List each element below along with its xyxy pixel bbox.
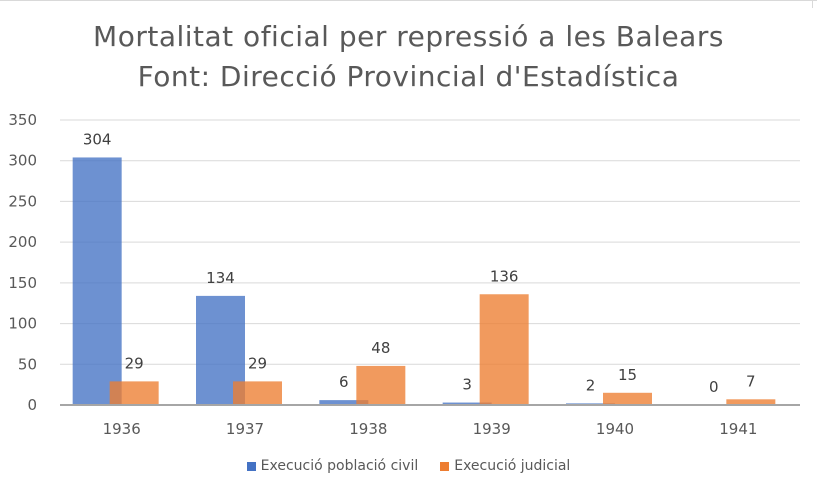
legend-swatch-judicial <box>440 461 450 471</box>
x-tick-label: 1936 <box>103 420 141 438</box>
data-label-judicial: 136 <box>490 267 519 285</box>
y-tick-label: 350 <box>8 111 37 129</box>
legend-item-civil: Execució població civil <box>246 458 419 474</box>
data-label-judicial: 15 <box>618 366 637 384</box>
legend-label-judicial: Execució judicial <box>454 458 571 474</box>
chart-legend: Execució població civil Execució judicia… <box>0 458 817 474</box>
x-tick-label: 1940 <box>596 420 634 438</box>
bar-civil-1939 <box>442 402 492 405</box>
y-tick-label: 200 <box>8 233 37 251</box>
x-tick-label: 1937 <box>226 420 264 438</box>
bar-civil-1936 <box>72 157 122 405</box>
data-label-civil: 0 <box>709 378 719 396</box>
data-label-civil: 3 <box>462 376 472 394</box>
chart-title: Mortalitat oficial per repressió a les B… <box>93 20 724 53</box>
x-tick-label: 1938 <box>349 420 387 438</box>
data-label-judicial: 7 <box>746 372 756 390</box>
y-tick-label: 0 <box>27 396 37 414</box>
x-tick-label: 1941 <box>719 420 757 438</box>
legend-item-judicial: Execució judicial <box>440 458 570 474</box>
chart-subtitle: Font: Direcció Provincial d'Estadística <box>137 60 680 93</box>
legend-swatch-civil <box>246 461 256 471</box>
y-tick-label: 100 <box>8 315 37 333</box>
y-tick-label: 250 <box>8 192 37 210</box>
bar-judicial-1941 <box>726 399 776 405</box>
legend-label-civil: Execució població civil <box>260 458 419 474</box>
data-label-judicial: 48 <box>371 339 390 357</box>
bar-judicial-1937 <box>233 381 282 405</box>
bar-judicial-1936 <box>109 381 159 405</box>
data-label-civil: 134 <box>206 269 235 287</box>
bar-judicial-1939 <box>479 294 529 405</box>
frame-right-border <box>812 0 813 8</box>
y-tick-label: 300 <box>8 152 37 170</box>
bar-judicial-1940 <box>603 392 652 405</box>
data-label-civil: 2 <box>586 376 596 394</box>
y-tick-label: 150 <box>8 274 37 292</box>
data-label-civil: 304 <box>83 130 112 148</box>
data-label-judicial: 29 <box>248 354 267 372</box>
bar-civil-1938 <box>319 400 369 405</box>
data-label-judicial: 29 <box>125 354 144 372</box>
x-tick-label: 1939 <box>473 420 511 438</box>
bar-judicial-1938 <box>356 365 406 405</box>
data-label-civil: 6 <box>339 373 349 391</box>
y-tick-label: 50 <box>18 355 37 373</box>
frame-top-border <box>0 0 817 1</box>
